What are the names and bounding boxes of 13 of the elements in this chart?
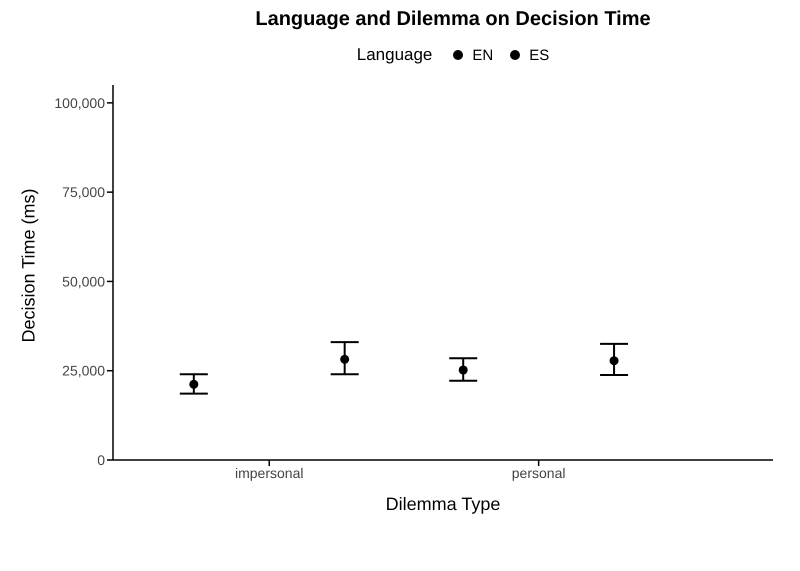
y-tick-label: 75,000	[62, 184, 106, 200]
y-tick-label: 100,000	[54, 94, 106, 111]
x-tick-label: impersonal	[235, 464, 304, 481]
y-tick-label: 25,000	[62, 362, 106, 379]
y-tick-label: 0	[97, 452, 106, 468]
x-axis-title: Dilemma Type	[386, 494, 500, 514]
y-tick-label: 50,000	[62, 273, 106, 290]
x-tick-label: personal	[512, 464, 566, 481]
legend-label: EN	[472, 46, 494, 64]
chart-title: Language and Dilemma on Decision Time	[254, 8, 652, 31]
legend-title: Language	[356, 45, 432, 65]
legend-label: ES	[529, 46, 550, 64]
y-axis-title: Decision Time (ms)	[18, 188, 38, 342]
